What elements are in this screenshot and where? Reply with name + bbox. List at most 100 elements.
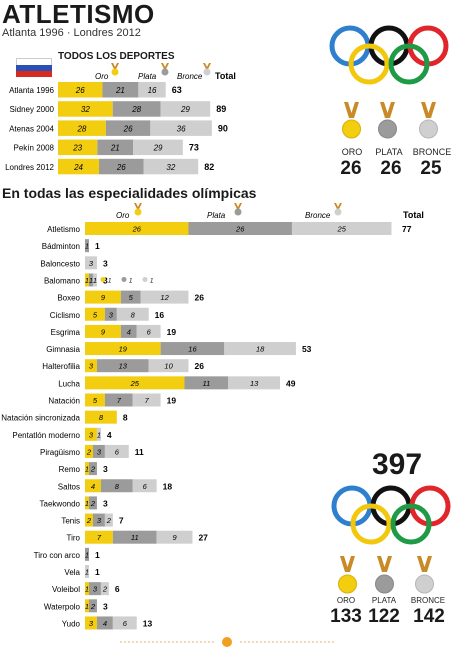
- bar-label-plata: 1: [85, 242, 89, 251]
- bar-label-bronce: 7: [145, 396, 150, 405]
- sport-label: Natación: [48, 397, 80, 406]
- bar-label-plata: 3: [109, 310, 114, 319]
- bar-oro: [85, 410, 117, 424]
- bar-oro: [85, 324, 121, 338]
- bar-label-oro: 9: [101, 327, 106, 336]
- sport-label: Tiro: [67, 534, 81, 543]
- bar-label-plata: 26: [123, 124, 133, 133]
- row-label: Pekín 2008: [14, 144, 55, 153]
- bar-label-oro: 25: [130, 379, 140, 388]
- bar-label-plata: 8: [115, 482, 120, 491]
- bar-label-oro: 32: [81, 105, 90, 114]
- balonmano-legend-plata-dot: [121, 276, 127, 282]
- bar-label-oro: 1: [85, 276, 89, 285]
- bar-bronce: [150, 120, 212, 136]
- bar-label-oro: 3: [89, 619, 94, 628]
- top-chart-svg: Oro Plata Bronce Total Atlanta 1996 26 21 16 63 S…: [5, 63, 236, 175]
- sport-total: 77: [402, 224, 412, 234]
- bar-oro: [58, 120, 106, 136]
- bar-bronce: [143, 158, 199, 175]
- bar-plata: [120, 290, 141, 304]
- bar-label-bronce: 1: [85, 568, 89, 577]
- row-label: Atenas 2004: [9, 124, 54, 133]
- bar-bronce: [85, 565, 89, 578]
- bar-plata: [92, 513, 105, 527]
- sport-label: Baloncesto: [40, 259, 80, 268]
- bar-label-oro: 5: [93, 396, 98, 405]
- bar-label-oro: 2: [86, 516, 92, 525]
- bar-plata: [184, 376, 229, 390]
- sport-total: 1: [95, 241, 100, 251]
- sport-label: Ciclismo: [50, 311, 81, 320]
- bronce-label: BRONCE: [412, 147, 452, 157]
- bar-plata: [99, 158, 144, 175]
- bar-label-bronce: 1: [93, 276, 97, 285]
- bar-bronce: [156, 530, 193, 544]
- legend-plata-medal-icon: [161, 63, 169, 76]
- bar-label-plata: 2: [90, 602, 96, 611]
- bar-plata: [104, 307, 117, 321]
- sport-label: Voleibol: [52, 585, 80, 594]
- sport-total: 26: [194, 361, 204, 371]
- sport-total: 11: [135, 447, 144, 457]
- bar-oro: [85, 393, 105, 407]
- sport-label: Natación sincronizada: [1, 414, 80, 423]
- row-total: 82: [204, 162, 214, 172]
- sport-total: 26: [194, 293, 204, 303]
- bar-oro: [85, 222, 189, 235]
- sport-total: 49: [286, 378, 296, 388]
- page-subtitle: Atlanta 1996 · Londres 2012: [2, 27, 141, 39]
- bar-label-plata: 4: [103, 619, 107, 628]
- bar-oro: [85, 427, 97, 441]
- sport-total: 3: [103, 464, 108, 474]
- bar-label-plata: 1: [85, 550, 89, 559]
- bar-oro: [58, 139, 98, 156]
- bar-oro: [85, 359, 97, 373]
- bar-label-bronce: 25: [337, 225, 347, 234]
- legend-oro: Oro: [95, 72, 109, 81]
- bar-oro: [85, 513, 93, 527]
- bar-plata: [88, 599, 97, 613]
- top-chart: Oro Plata Bronce Total Atlanta 1996 26 21 16 63 S…: [0, 0, 454, 180]
- sport-label: Remo: [59, 465, 81, 474]
- sport-label: Piragüismo: [40, 448, 81, 457]
- sport-total: 19: [167, 327, 177, 337]
- bar-bronce: [291, 222, 392, 235]
- bar-oro: [85, 444, 93, 458]
- legend-plata: Plata: [138, 72, 157, 81]
- row-total: 90: [218, 123, 228, 133]
- bar-oro: [85, 307, 105, 321]
- sport-label: Lucha: [58, 379, 80, 388]
- legend2-total: Total: [403, 210, 424, 220]
- bar-bronce: [133, 139, 183, 156]
- bronce-total: 142: [413, 606, 445, 627]
- bar-label-plata: 13: [119, 362, 128, 371]
- sport-label: Bádminton: [42, 242, 80, 251]
- olympic-rings-icon: [329, 25, 449, 85]
- plata-label: PLATA: [375, 147, 403, 157]
- row-total: 73: [189, 143, 199, 153]
- bar-plata: [100, 479, 133, 493]
- bar-label-plata: 4: [127, 327, 131, 336]
- sport-total: 6: [115, 584, 120, 594]
- bar-plata: [96, 359, 149, 373]
- grand-total: 397: [372, 448, 423, 481]
- bar-label-oro: 26: [75, 86, 85, 95]
- bar-oro: [85, 290, 121, 304]
- bar-plata: [112, 101, 161, 117]
- bar-bronce: [100, 582, 109, 596]
- bar-label-oro: 1: [85, 602, 89, 611]
- bar-label-oro: 8: [99, 413, 104, 422]
- bar-plata: [85, 239, 89, 253]
- bar-plata: [96, 616, 113, 630]
- bar-oro: [58, 101, 113, 117]
- sport-total: 3: [103, 275, 108, 285]
- sport-total: 1: [95, 550, 100, 560]
- bar-label-bronce: 12: [160, 293, 169, 302]
- sport-label: Taekwondo: [40, 499, 81, 508]
- bar-label-bronce: 2: [102, 585, 108, 594]
- bar-oro: [85, 582, 89, 596]
- bar-label-plata: 26: [235, 225, 245, 234]
- bar-bronce: [85, 256, 97, 270]
- sport-label: Waterpolo: [44, 602, 81, 611]
